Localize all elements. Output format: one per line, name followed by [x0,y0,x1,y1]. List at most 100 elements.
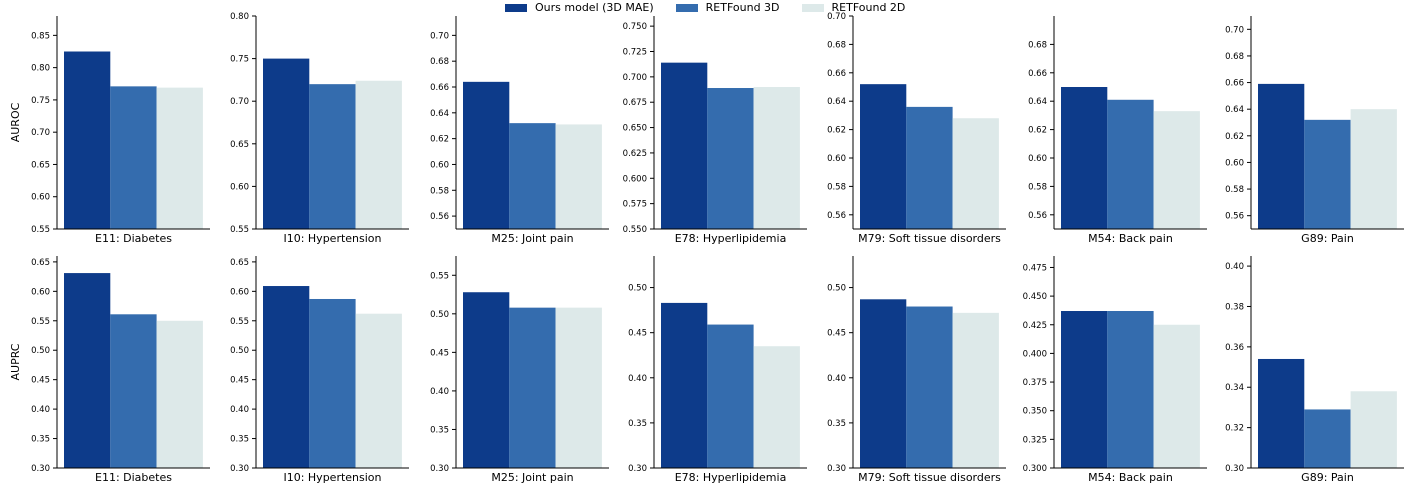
x-axis-label: M79: Soft tissue disorders [858,232,1001,245]
y-tick-label: 0.50 [230,346,249,356]
y-tick-label: 0.64 [430,109,449,119]
y-tick-label: 0.50 [430,310,449,320]
y-tick-label: 0.55 [430,271,449,281]
legend-item-retfound-3d: RETFound 3D [675,1,780,14]
subplot: 0.300 0.325 0.350 0.375 0.400 0.425 0.450 0.475… [1023,256,1207,484]
y-tick-label: 0.70 [230,97,249,107]
y-tick-label: 0.60 [31,193,50,203]
bar [309,84,356,229]
y-tick-label: 0.85 [31,31,50,41]
y-tick-label: 0.38 [1225,302,1244,312]
y-tick-label: 0.66 [827,69,846,79]
x-axis-label: M54: Back pain [1088,232,1173,245]
y-tick-label: 0.650 [623,124,647,134]
y-tick-label: 0.30 [230,464,249,474]
y-tick-label: 0.75 [31,96,50,106]
subplot: 0.30 0.35 0.40 0.45 0.50 E78: Hyperlipidemia [628,256,807,484]
y-tick-label: 0.675 [623,98,647,108]
y-tick-label: 0.66 [1028,69,1047,79]
bar [860,299,907,468]
y-tick-label: 0.60 [1225,158,1244,168]
y-tick-label: 0.65 [230,140,249,150]
y-tick-label: 0.35 [230,435,249,445]
bar [64,273,111,468]
legend-label: Ours model (3D MAE) [535,1,654,14]
x-axis-label: E11: Diabetes [95,471,172,484]
y-tick-label: 0.56 [827,211,846,221]
x-axis-label: M79: Soft tissue disorders [858,471,1001,484]
y-tick-label: 0.45 [430,348,449,358]
bar [1304,409,1351,468]
bar [355,313,402,468]
legend-swatch [801,3,824,12]
y-tick-label: 0.66 [430,83,449,93]
y-tick-label: 0.50 [827,284,846,294]
y-tick-label: 0.600 [623,174,647,184]
y-tick-label: 0.55 [31,317,50,327]
y-tick-label: 0.30 [1225,464,1244,474]
y-tick-label: 0.65 [31,160,50,170]
subplot: 0.55 0.60 0.65 0.70 0.75 0.80 0.85 E11: Diabete… [9,16,210,245]
x-axis-label: E78: Hyperlipidemia [675,471,787,484]
bar [1061,311,1108,468]
subplot: 0.56 0.58 0.60 0.62 0.64 0.66 0.68 0.70 M79: Sof… [827,12,1006,245]
y-tick-label: 0.60 [430,160,449,170]
y-tick-label: 0.40 [628,374,647,384]
y-tick-label: 0.64 [827,97,846,107]
bar [1107,99,1154,229]
bar [110,86,157,229]
bar [156,320,203,468]
bar [1153,111,1200,229]
subplot: 0.56 0.58 0.60 0.62 0.64 0.66 0.68 0.70 G89: Pai… [1225,16,1404,245]
y-tick-label: 0.56 [1225,212,1244,222]
legend-item-ours: Ours model (3D MAE) [505,1,654,14]
x-axis-label: M54: Back pain [1088,471,1173,484]
bar [1107,311,1154,468]
y-tick-label: 0.575 [623,200,647,210]
legend: Ours model (3D MAE) RETFound 3D RETFound… [505,1,905,14]
bar [1350,109,1397,229]
bar [463,292,510,468]
y-tick-label: 0.50 [628,284,647,294]
y-tick-label: 0.58 [1028,182,1047,192]
y-tick-label: 0.40 [230,405,249,415]
x-axis-label: G89: Pain [1301,232,1354,245]
y-tick-label: 0.475 [1023,263,1047,273]
y-tick-label: 0.55 [31,225,50,235]
bar [753,87,800,229]
bar [509,123,556,229]
y-tick-label: 0.70 [1225,25,1244,35]
bar [355,80,402,229]
y-tick-label: 0.375 [1023,378,1047,388]
subplot: 0.30 0.35 0.40 0.45 0.50 0.55 0.60 0.65 I10: Hyp… [230,256,409,484]
y-tick-label: 0.55 [230,317,249,327]
y-tick-label: 0.65 [230,258,249,268]
y-tick-label: 0.40 [1225,262,1244,272]
bar [906,306,953,468]
subplot: 0.30 0.35 0.40 0.45 0.50 M79: Soft tissue dis… [827,256,1006,484]
y-tick-label: 0.45 [230,376,249,386]
bar [555,307,602,468]
bar [263,58,310,229]
y-tick-label: 0.30 [430,464,449,474]
bar [555,124,602,229]
y-tick-label: 0.400 [1023,349,1047,359]
bar [1153,324,1200,468]
y-tick-label: 0.64 [1028,97,1047,107]
subplot: 0.56 0.58 0.60 0.62 0.64 0.66 0.68 0.70 M25: Joi… [430,16,609,245]
y-tick-label: 0.58 [430,186,449,196]
bar [263,286,310,468]
y-tick-label: 0.45 [31,376,50,386]
bar [1258,358,1305,468]
y-tick-label: 0.550 [623,225,647,235]
y-tick-label: 0.35 [31,435,50,445]
x-axis-label: E11: Diabetes [95,232,172,245]
x-axis-label: E78: Hyperlipidemia [675,232,787,245]
subplot: 0.30 0.35 0.40 0.45 0.50 0.55 0.60 0.65 E11: Dia… [9,256,210,484]
y-tick-label: 0.35 [827,419,846,429]
y-tick-label: 0.325 [1023,435,1047,445]
bar [309,298,356,468]
y-tick-label: 0.36 [1225,343,1244,353]
y-tick-label: 0.625 [623,149,647,159]
bar [1304,119,1351,229]
